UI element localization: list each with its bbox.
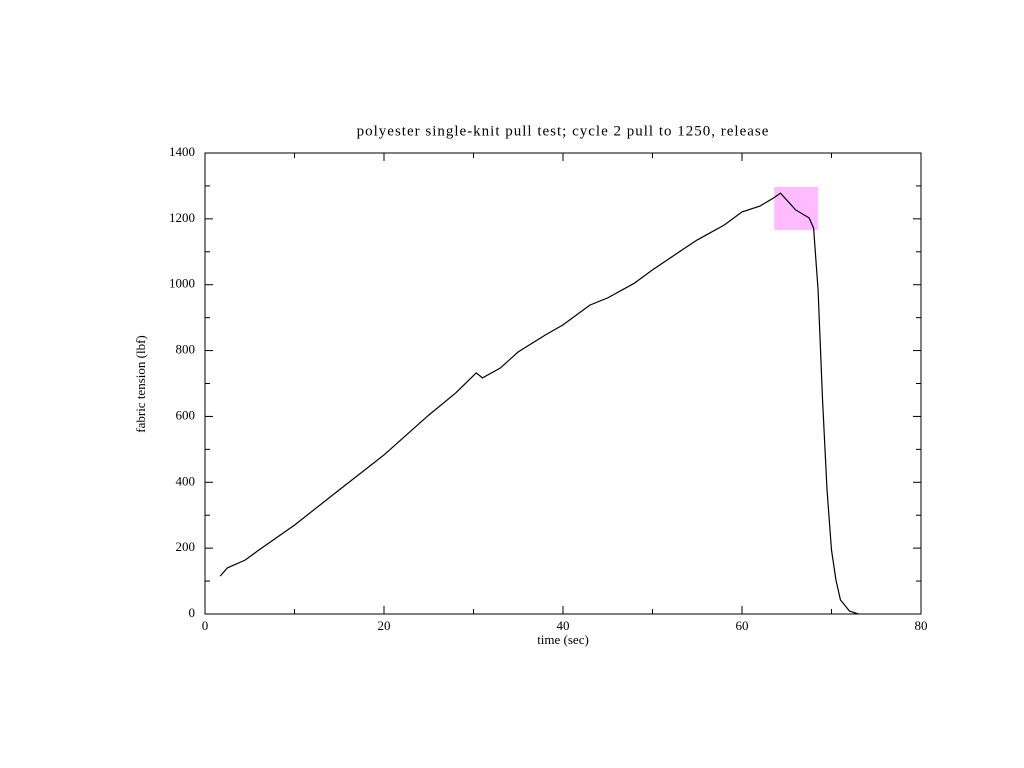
y-tick-label: 600 xyxy=(176,407,196,422)
chart-title: polyester single-knit pull test; cycle 2… xyxy=(357,123,770,139)
x-tick-label: 40 xyxy=(557,618,570,633)
y-tick-label: 0 xyxy=(189,605,196,620)
x-tick-label: 60 xyxy=(736,618,749,633)
x-tick-label: 0 xyxy=(202,618,209,633)
x-tick-label: 80 xyxy=(915,618,928,633)
x-axis-label: time (sec) xyxy=(537,632,589,647)
y-tick-label: 800 xyxy=(176,342,196,357)
data-line xyxy=(219,192,859,615)
y-tick-label: 1200 xyxy=(169,210,195,225)
y-tick-label: 1000 xyxy=(169,276,195,291)
y-axis-label: fabric tension (lbf) xyxy=(133,335,148,432)
y-tick-label: 400 xyxy=(176,473,196,488)
y-tick-label: 1400 xyxy=(169,144,195,159)
y-tick-label: 200 xyxy=(176,539,196,554)
x-tick-label: 20 xyxy=(378,618,391,633)
